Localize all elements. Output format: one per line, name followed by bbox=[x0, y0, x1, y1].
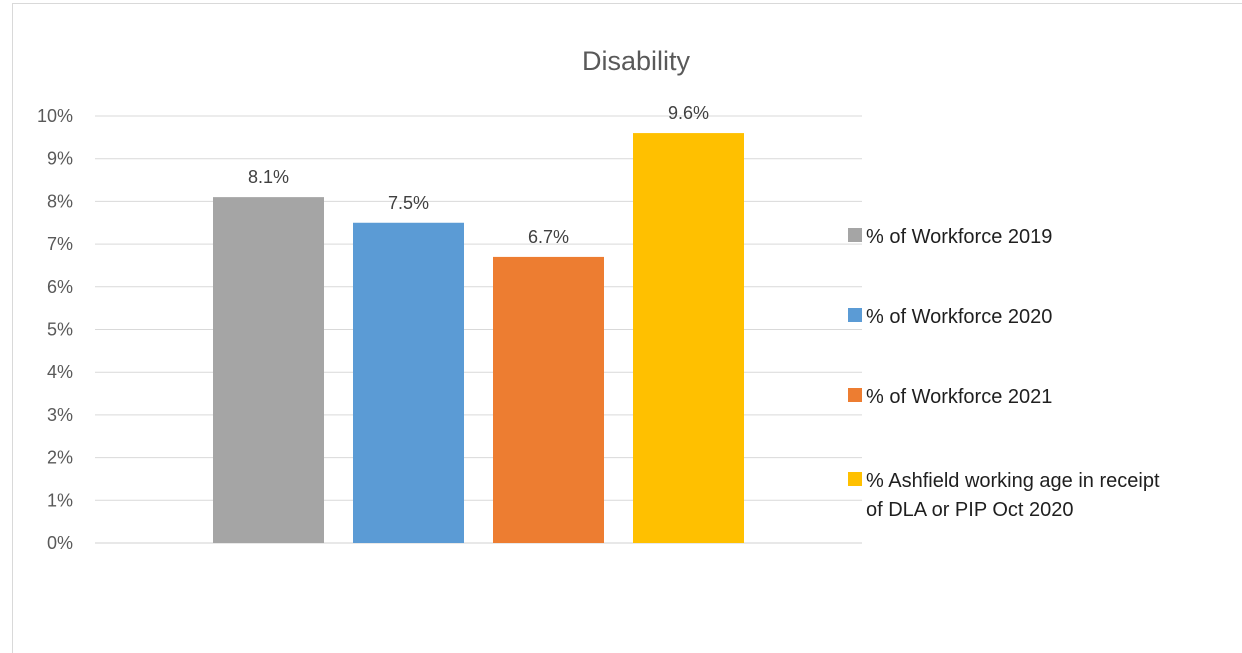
y-tick-label: 0% bbox=[47, 533, 73, 553]
legend-label: % of Workforce 2020 bbox=[866, 306, 1052, 328]
y-tick-label: 6% bbox=[47, 277, 73, 297]
legend-label: % of Workforce 2019 bbox=[866, 226, 1052, 248]
y-axis-ticks: 0% 1% 2% 3% 4% 5% 6% 7% 8% 9% 10% bbox=[37, 106, 73, 553]
legend-swatch bbox=[848, 388, 862, 402]
y-tick-label: 5% bbox=[47, 320, 73, 340]
legend-swatch bbox=[848, 228, 862, 242]
legend-label: % Ashfield working age in receipt bbox=[866, 470, 1160, 492]
y-tick-label: 3% bbox=[47, 405, 73, 425]
legend-swatch bbox=[848, 308, 862, 322]
gridlines bbox=[95, 115, 862, 544]
bar bbox=[353, 222, 464, 543]
legend-swatch bbox=[848, 472, 862, 486]
y-tick-label: 9% bbox=[47, 149, 73, 169]
bar bbox=[213, 197, 324, 543]
bars bbox=[213, 133, 744, 543]
data-labels: 8.1% 7.5% 6.7% 9.6% bbox=[248, 103, 709, 247]
y-tick-label: 7% bbox=[47, 234, 73, 254]
bar bbox=[633, 133, 744, 543]
y-tick-label: 4% bbox=[47, 362, 73, 382]
data-label: 8.1% bbox=[248, 167, 289, 187]
y-tick-label: 1% bbox=[47, 490, 73, 510]
data-label: 7.5% bbox=[388, 193, 429, 213]
bar bbox=[493, 256, 604, 543]
legend-label: of DLA or PIP Oct 2020 bbox=[866, 499, 1074, 521]
chart-frame bbox=[12, 3, 1242, 653]
chart-title: Disability bbox=[582, 46, 691, 76]
data-label: 9.6% bbox=[668, 103, 709, 123]
data-label: 6.7% bbox=[528, 227, 569, 247]
legend: % of Workforce 2019 % of Workforce 2020 % … bbox=[848, 226, 1160, 521]
y-tick-label: 8% bbox=[47, 191, 73, 211]
y-tick-label: 2% bbox=[47, 448, 73, 468]
y-tick-label: 10% bbox=[37, 106, 73, 126]
legend-label: % of Workforce 2021 bbox=[866, 386, 1052, 408]
